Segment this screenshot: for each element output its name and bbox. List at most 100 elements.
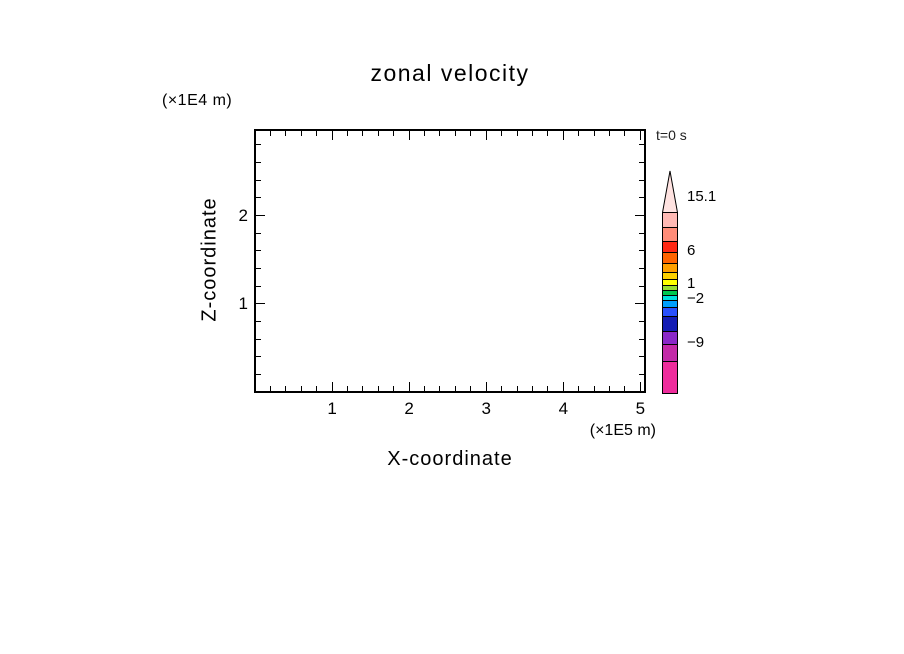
x-major-tick [408,131,410,140]
y-minor-tick [639,320,644,322]
y-axis-units-label: (×1E4 m) [162,92,233,109]
y-minor-tick [256,232,261,234]
x-minor-tick [578,131,580,136]
x-minor-tick [393,131,395,136]
x-tick-label: 4 [558,399,569,418]
x-minor-tick [393,386,395,391]
y-minor-tick [639,144,644,146]
x-major-tick [331,131,333,140]
y-major-tick [635,215,644,217]
x-major-tick [639,382,641,391]
x-major-tick [562,382,564,391]
x-minor-tick [578,386,580,391]
x-minor-tick [470,386,472,391]
y-minor-tick [639,250,644,252]
x-minor-tick [285,386,287,391]
y-minor-tick [639,232,644,234]
x-minor-tick [362,386,364,391]
y-minor-tick [256,338,261,340]
x-minor-tick [624,131,626,136]
y-minor-tick [639,338,644,340]
x-minor-tick [269,131,271,136]
x-minor-tick [501,131,503,136]
chart-title: zonal velocity [370,60,530,86]
x-minor-tick [300,386,302,391]
x-tick-label: 1 [327,399,337,418]
x-minor-tick [424,386,426,391]
y-minor-tick [256,267,261,269]
x-minor-tick [547,131,549,136]
x-axis-units-label: (×1E5 m) [589,422,656,439]
x-minor-tick [316,386,318,391]
x-minor-tick [316,131,318,136]
colorbar-overflow-arrow-icon [662,170,678,213]
colorbar-value-label: 1 [687,275,696,292]
time-label: t=0 s [656,127,687,143]
x-minor-tick [609,131,611,136]
colorbar-value-label: −9 [687,334,705,351]
y-minor-tick [639,373,644,375]
y-minor-tick [256,285,261,287]
plot-area [254,129,646,393]
x-minor-tick [362,131,364,136]
x-minor-tick [501,386,503,391]
colorbar-segment [663,285,677,290]
colorbar-segment [663,344,677,361]
y-minor-tick [256,356,261,358]
x-major-tick [485,131,487,140]
x-minor-tick [346,386,348,391]
y-minor-tick [639,179,644,181]
x-tick-label: 3 [481,399,491,418]
x-minor-tick [516,131,518,136]
x-minor-tick [346,131,348,136]
y-minor-tick [639,267,644,269]
y-major-tick [256,303,265,305]
x-minor-tick [516,386,518,391]
colorbar-segment [663,227,677,241]
x-axis-title: X-coordinate [387,448,513,470]
y-minor-tick [639,162,644,164]
x-minor-tick [439,131,441,136]
y-tick-label: 1 [238,293,248,313]
y-minor-tick [256,197,261,199]
y-major-tick [635,303,644,305]
x-minor-tick [624,386,626,391]
y-minor-tick [639,285,644,287]
y-minor-tick [256,320,261,322]
y-tick-label: 2 [238,205,248,225]
y-minor-tick [639,197,644,199]
x-tick-label: 5 [635,399,646,418]
y-major-tick [256,215,265,217]
colorbar-value-label: −2 [687,290,705,307]
colorbar [662,212,678,394]
x-minor-tick [454,386,456,391]
x-minor-tick [470,131,472,136]
x-minor-tick [593,131,595,136]
x-minor-tick [377,386,379,391]
colorbar-segment [663,263,677,272]
colorbar-segment [663,295,677,300]
colorbar-segment [663,279,677,285]
y-minor-tick [256,373,261,375]
x-minor-tick [439,386,441,391]
colorbar-segment [663,316,677,331]
y-minor-tick [256,144,261,146]
colorbar-segment [663,300,677,307]
x-minor-tick [609,386,611,391]
colorbar-segment [663,272,677,279]
x-minor-tick [593,386,595,391]
x-minor-tick [377,131,379,136]
colorbar-segment [663,252,677,263]
y-minor-tick [639,356,644,358]
x-major-tick [408,382,410,391]
x-minor-tick [531,131,533,136]
y-minor-tick [256,250,261,252]
colorbar-value-label: 6 [687,242,696,259]
x-minor-tick [285,131,287,136]
x-major-tick [485,382,487,391]
x-minor-tick [531,386,533,391]
x-minor-tick [424,131,426,136]
x-tick-label: 2 [404,399,414,418]
x-minor-tick [300,131,302,136]
